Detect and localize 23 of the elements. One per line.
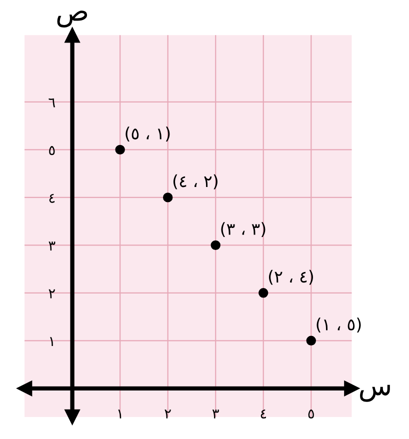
y-tick-label: ٣ xyxy=(48,242,56,250)
data-label: (٣ ، ٣) xyxy=(221,222,266,237)
point xyxy=(162,192,173,202)
x-tick-label: ٥ xyxy=(308,409,314,419)
y-tick-label: ٦ xyxy=(48,98,56,108)
data-label: (١ ، ٥) xyxy=(316,318,361,332)
data-label: (٢ ، ٤) xyxy=(268,270,313,285)
point xyxy=(306,336,316,346)
y-axis-title: ص xyxy=(57,10,88,28)
y-tick-label: ٤ xyxy=(49,194,55,203)
x-tick-label: ٣ xyxy=(212,410,219,418)
y-tick-label: ٥ xyxy=(49,146,55,156)
point xyxy=(210,240,220,250)
data-label: (٥ ، ١) xyxy=(126,126,170,142)
data-label: (٤ ، ٢) xyxy=(173,174,218,190)
x-tick-label: ٤ xyxy=(260,410,266,419)
point xyxy=(115,144,125,155)
y-tick-label: ٢ xyxy=(48,289,56,298)
x-tick-label: ٢ xyxy=(164,410,171,418)
x-tick-label: ١ xyxy=(118,410,122,418)
point xyxy=(258,288,268,298)
x-axis-title: س xyxy=(360,384,390,402)
y-tick-label: ١ xyxy=(50,337,53,346)
